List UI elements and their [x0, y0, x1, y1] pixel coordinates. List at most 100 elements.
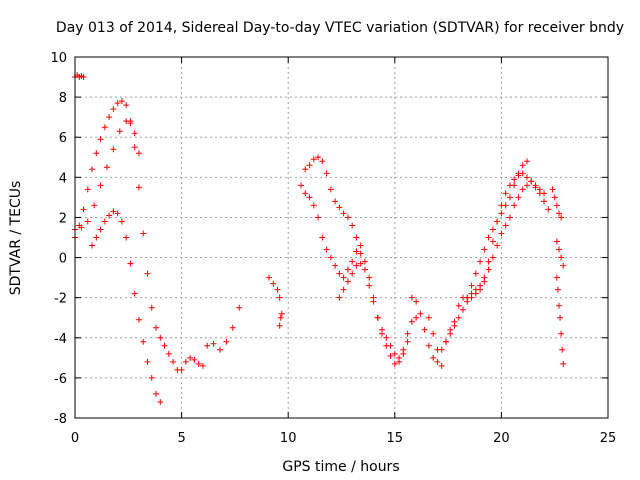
data-point — [489, 254, 496, 261]
data-point — [93, 150, 100, 157]
data-point — [523, 182, 530, 189]
data-point — [236, 304, 243, 311]
data-point — [80, 206, 87, 213]
data-point — [553, 274, 560, 281]
y-tick-label: 4 — [59, 171, 67, 186]
data-point — [430, 354, 437, 361]
data-point — [135, 316, 142, 323]
series-track-9 — [302, 190, 364, 281]
data-point — [310, 156, 317, 163]
data-point — [78, 224, 85, 231]
data-point — [502, 190, 509, 197]
series-track-4 — [72, 72, 87, 81]
data-point — [349, 222, 356, 229]
data-point — [460, 306, 467, 313]
data-point — [118, 218, 125, 225]
data-point — [451, 318, 458, 325]
x-axis-label: GPS time / hours — [282, 459, 399, 475]
series-track-8 — [297, 154, 420, 361]
data-point — [489, 238, 496, 245]
data-point — [135, 184, 142, 191]
chart-title: Day 013 of 2014, Sidereal Day-to-day VTE… — [56, 20, 624, 36]
data-point — [302, 190, 309, 197]
data-point — [123, 102, 130, 109]
data-point — [165, 350, 172, 357]
data-point — [434, 346, 441, 353]
data-point — [319, 158, 326, 165]
data-point — [498, 210, 505, 217]
data-point — [101, 124, 108, 131]
data-point — [404, 338, 411, 345]
data-point — [274, 286, 281, 293]
data-point — [430, 330, 437, 337]
data-point — [353, 262, 360, 269]
data-point — [511, 202, 518, 209]
data-point — [182, 358, 189, 365]
series-track-13 — [464, 158, 530, 301]
data-point — [216, 346, 223, 353]
data-point — [560, 262, 567, 269]
data-point — [464, 294, 471, 301]
data-point — [528, 178, 535, 185]
data-point — [438, 362, 445, 369]
data-point — [541, 198, 548, 205]
data-point — [178, 366, 185, 373]
data-point — [302, 166, 309, 173]
y-axis-ticks: 10 8 6 4 2 0 -2 -4 -6 -8 — [50, 51, 608, 427]
data-point — [434, 358, 441, 365]
data-point — [541, 190, 548, 197]
data-point — [306, 162, 313, 169]
data-point — [400, 350, 407, 357]
data-point — [170, 358, 177, 365]
data-point — [361, 258, 368, 265]
data-point — [144, 358, 151, 365]
data-point — [413, 314, 420, 321]
data-point — [116, 128, 123, 135]
data-point — [485, 234, 492, 241]
data-point — [327, 254, 334, 261]
data-point — [127, 120, 134, 127]
data-point — [472, 286, 479, 293]
data-point — [523, 174, 530, 181]
data-point — [315, 154, 322, 161]
x-axis-ticks: 0 5 10 15 20 25 — [71, 57, 616, 446]
data-point — [131, 144, 138, 151]
data-point — [555, 246, 562, 253]
data-point — [485, 258, 492, 265]
series-track-16 — [549, 186, 565, 221]
data-point — [455, 314, 462, 321]
data-point — [131, 130, 138, 137]
data-point — [408, 318, 415, 325]
x-tick-label: 15 — [387, 431, 404, 446]
data-point — [349, 270, 356, 277]
data-point — [103, 164, 110, 171]
data-point — [557, 314, 564, 321]
data-point — [297, 182, 304, 189]
data-point — [277, 314, 284, 321]
data-point — [144, 270, 151, 277]
data-point — [553, 202, 560, 209]
data-point — [455, 302, 462, 309]
series-track-1 — [72, 98, 206, 373]
data-point — [502, 202, 509, 209]
data-point — [468, 290, 475, 297]
data-point — [417, 310, 424, 317]
data-point — [554, 286, 561, 293]
data-point — [97, 136, 104, 143]
data-point — [153, 390, 160, 397]
data-point — [481, 278, 488, 285]
data-point — [442, 338, 449, 345]
data-point — [515, 170, 522, 177]
data-point — [323, 170, 330, 177]
data-point — [374, 314, 381, 321]
series-track-14 — [553, 238, 567, 269]
data-point — [511, 176, 518, 183]
data-point — [340, 274, 347, 281]
data-point — [560, 360, 567, 367]
data-point — [468, 282, 475, 289]
data-point — [157, 398, 164, 405]
data-point — [336, 204, 343, 211]
x-tick-label: 10 — [280, 431, 297, 446]
data-point — [549, 186, 556, 193]
data-point — [229, 324, 236, 331]
